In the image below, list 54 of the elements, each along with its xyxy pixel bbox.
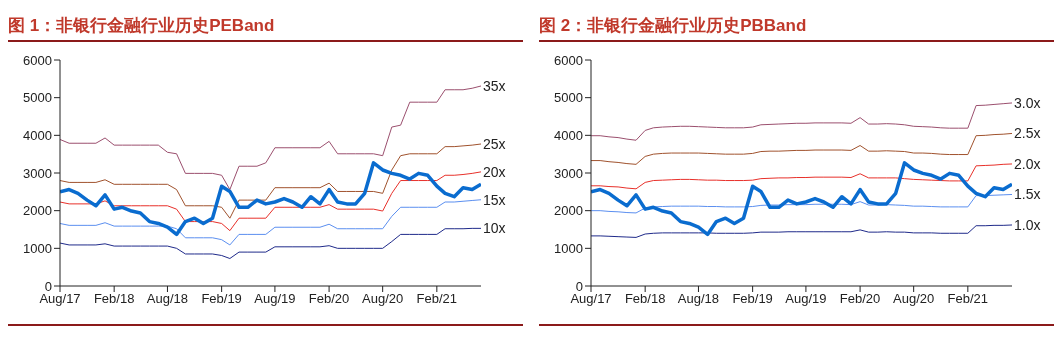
y-tick-label: 5000 <box>554 90 583 106</box>
x-tick-label: Aug/17 <box>570 291 612 307</box>
series-label: 3.0x <box>1014 94 1041 111</box>
x-tick-label: Aug/18 <box>677 291 720 307</box>
x-tick-label: Aug/17 <box>39 291 81 307</box>
x-tick-label: Feb/20 <box>308 291 350 307</box>
line-series <box>591 193 1012 214</box>
line-series <box>591 132 1012 165</box>
y-tick-label: 1000 <box>23 240 52 256</box>
series-label: 1.5x <box>1014 186 1041 203</box>
y-tick-label: 0 <box>44 278 52 294</box>
x-tick-label: Feb/19 <box>732 291 773 307</box>
y-tick-label: 3000 <box>23 165 52 181</box>
line-series <box>60 171 481 232</box>
line-series <box>591 161 1012 237</box>
series-label: 20x <box>483 163 506 180</box>
x-tick-label: Aug/20 <box>893 291 935 307</box>
series-label: 2.0x <box>1014 155 1041 172</box>
y-tick-label: 1000 <box>554 240 583 256</box>
series-label: 15x <box>483 191 506 208</box>
x-tick-label: Feb/21 <box>416 291 458 307</box>
line-series <box>60 161 481 237</box>
series-label: 2.5x <box>1014 125 1041 142</box>
x-tick-label: Aug/18 <box>146 291 189 307</box>
y-tick-label: 4000 <box>554 127 583 143</box>
x-tick-label: Feb/20 <box>839 291 881 307</box>
line-series <box>60 85 481 191</box>
series-label: 35x <box>483 77 506 94</box>
y-tick-label: 2000 <box>554 203 583 219</box>
series-label: 25x <box>483 136 506 152</box>
chart-title: 图 1：非银行金融行业历史PEBand <box>8 8 523 42</box>
x-tick-label: Feb/19 <box>201 291 242 307</box>
y-tick-label: 3000 <box>554 165 583 181</box>
x-tick-label: Feb/18 <box>624 291 666 307</box>
line-series <box>591 224 1012 238</box>
line-series <box>60 199 481 246</box>
line-series <box>591 163 1012 190</box>
chart-title: 图 2：非银行金融行业历史PBBand <box>539 8 1054 42</box>
y-tick-label: 5000 <box>23 90 52 106</box>
x-tick-label: Aug/19 <box>785 291 827 307</box>
y-tick-label: 0 <box>575 278 583 294</box>
x-tick-label: Feb/18 <box>93 291 135 307</box>
series-label: 10x <box>483 220 506 237</box>
line-series <box>60 227 481 259</box>
y-tick-label: 2000 <box>23 203 52 219</box>
x-tick-label: Feb/21 <box>947 291 989 307</box>
series-label: 1.0x <box>1014 216 1041 233</box>
line-series <box>60 143 481 219</box>
y-tick-label: 4000 <box>23 127 52 143</box>
line-series <box>591 102 1012 141</box>
x-tick-label: Aug/19 <box>254 291 296 307</box>
x-tick-label: Aug/20 <box>362 291 404 307</box>
y-tick-label: 6000 <box>23 52 52 68</box>
y-tick-label: 6000 <box>554 52 583 68</box>
